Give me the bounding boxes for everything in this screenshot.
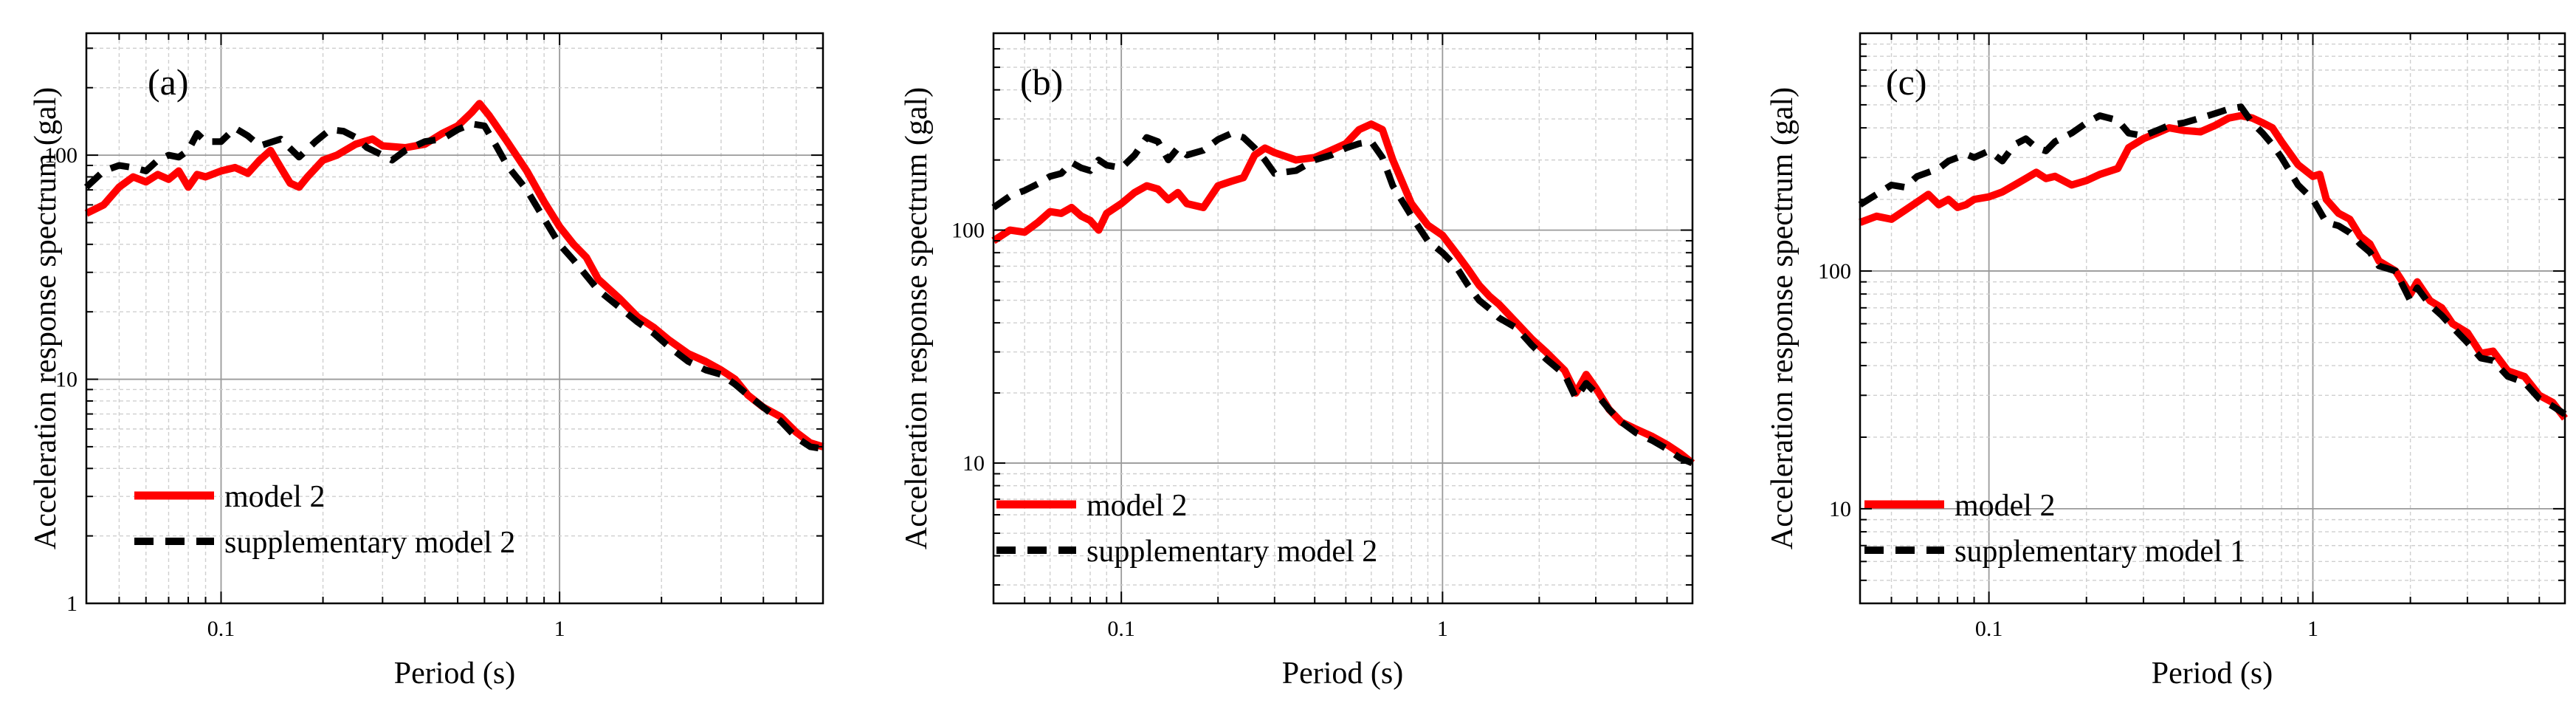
y-tick-label-a: 100	[44, 143, 78, 168]
axes-frame-b	[992, 32, 1694, 605]
y-tick-label-c: 100	[1818, 259, 1851, 284]
grid-a	[86, 33, 823, 603]
y-tick-label-a: 1	[66, 592, 78, 616]
tick-labels-a: 0.1 1 1 10 100	[44, 143, 565, 641]
x-tick-label-b: 0.1	[1107, 617, 1135, 641]
legend-label-model-2: model 2	[1955, 489, 2055, 523]
chart-panel-a: model 2 supplementary model 2 0.1 1 1 10 100…	[29, 32, 824, 691]
x-axis-title-a: Period (s)	[394, 657, 515, 691]
x-axis-title-c: Period (s)	[2152, 657, 2273, 691]
legend-c: model 2 supplementary model 1	[1864, 489, 2245, 569]
y-axis-title-a: Acceleration response spectrum (gal)	[29, 87, 63, 549]
series-line-supplementary-b	[991, 130, 1694, 467]
legend-label-supplementary: supplementary model 2	[224, 526, 515, 560]
y-tick-label-b: 10	[962, 451, 985, 476]
legend-a: model 2 supplementary model 2	[134, 480, 515, 560]
panel-label-c: (c)	[1886, 61, 1927, 103]
x-tick-label-a: 0.1	[207, 617, 235, 641]
legend-label-model-2: model 2	[224, 480, 325, 514]
ticks-b	[993, 33, 1692, 603]
grid-b	[993, 33, 1692, 603]
series-group-a	[83, 100, 824, 453]
plot-area-a	[86, 33, 823, 603]
y-axis-title-b: Acceleration response spectrum (gal)	[900, 87, 934, 549]
tick-labels-b: 0.1 1 10 100	[951, 219, 1448, 641]
panel-label-b: (b)	[1020, 61, 1063, 103]
panel-label-a: (a)	[148, 61, 189, 103]
legend-label-supplementary: supplementary model 1	[1955, 535, 2245, 569]
legend-label-model-2: model 2	[1086, 489, 1187, 523]
x-axis-title-b: Period (s)	[1282, 657, 1403, 691]
ticks-a	[86, 33, 823, 603]
x-tick-label-c: 0.1	[1975, 617, 2003, 641]
axes-frame-c	[1859, 32, 2566, 605]
legend-b: model 2 supplementary model 2	[996, 489, 1377, 569]
plot-area-b	[993, 33, 1692, 603]
chart-panel-b: model 2 supplementary model 2 0.1 110100 …	[900, 32, 1695, 691]
x-tick-label-c: 1	[2307, 617, 2318, 641]
tick-labels-c: 0.1 1 10 100	[1818, 259, 2318, 641]
series-group-b	[991, 120, 1695, 467]
axes-frame-a	[85, 32, 824, 605]
series-group-c	[1858, 103, 2568, 421]
y-tick-label-c: 10	[1829, 497, 1851, 521]
series-line-supplementary-a	[83, 120, 824, 453]
legend-label-supplementary: supplementary model 2	[1086, 535, 1377, 569]
series-line-model-2-c	[1859, 112, 2568, 421]
ticks-c	[1860, 33, 2565, 603]
x-tick-label-b: 1	[1437, 617, 1448, 641]
x-tick-label-a: 1	[554, 617, 565, 641]
y-tick-label-a: 10	[55, 368, 78, 392]
chart-panel-c: model 2 supplementary model 1 0.1 110100 …	[1766, 32, 2568, 691]
y-axis-title-c: Acceleration response spectrum (gal)	[1766, 87, 1800, 549]
series-line-supplementary-c	[1858, 103, 2567, 417]
y-tick-label-b: 100	[951, 219, 985, 243]
